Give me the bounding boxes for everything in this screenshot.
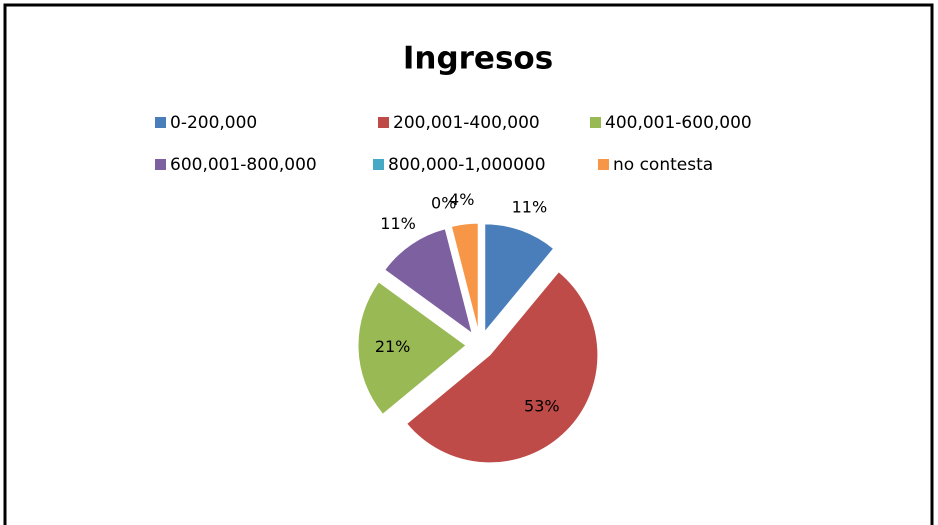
legend-label: 800,000-1,000000 — [388, 155, 546, 175]
legend-label: no contesta — [613, 155, 713, 175]
pie-slice — [357, 281, 467, 415]
pie-slice — [449, 226, 478, 332]
data-label: 4% — [449, 190, 474, 209]
pie-slice — [484, 223, 555, 334]
data-label: 11% — [380, 214, 416, 233]
chart-title: Ingresos — [403, 41, 553, 77]
legend-label: 400,001-600,000 — [605, 113, 752, 133]
data-label: 21% — [375, 337, 411, 356]
legend-swatch — [155, 117, 166, 128]
data-label: 11% — [512, 197, 548, 216]
legend-swatch — [598, 159, 609, 170]
legend-label: 0-200,000 — [170, 113, 257, 133]
legend-swatch — [378, 117, 389, 128]
data-label: 53% — [524, 396, 560, 415]
legend-swatch — [373, 159, 384, 170]
pie-slice — [405, 270, 599, 464]
pie-slice — [384, 228, 473, 335]
legend-label: 600,001-800,000 — [170, 155, 317, 175]
data-label: 0% — [431, 193, 456, 212]
pie-slice — [450, 222, 479, 332]
legend-swatch — [155, 159, 166, 170]
legend-swatch — [590, 117, 601, 128]
legend-label: 200,001-400,000 — [393, 113, 540, 133]
